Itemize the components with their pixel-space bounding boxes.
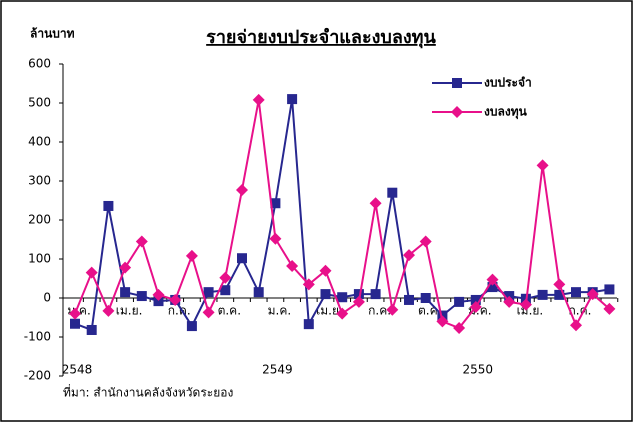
marker [469, 300, 482, 313]
marker [120, 287, 131, 298]
legend-label: งบลงทุน [484, 105, 528, 120]
marker [519, 298, 532, 311]
y-tick-label: 400 [28, 135, 51, 149]
marker [404, 294, 414, 305]
year-label: 2550 [463, 363, 494, 377]
x-tick-label: เม.ย. [116, 304, 143, 318]
marker [269, 232, 282, 245]
marker [336, 307, 349, 320]
marker [453, 322, 466, 335]
marker [69, 307, 81, 320]
legend-label: งบประจำ [484, 76, 532, 90]
y-tick-label: -100 [24, 330, 51, 344]
marker [419, 235, 432, 248]
marker [85, 266, 98, 279]
marker [153, 296, 164, 307]
marker [220, 285, 231, 296]
marker [503, 295, 516, 308]
year-label: 2549 [262, 363, 293, 377]
marker [603, 302, 616, 315]
y-axis-label: ล้านบาท [30, 27, 75, 41]
marker [486, 273, 499, 286]
marker [136, 291, 147, 302]
y-tick-label: 300 [28, 174, 51, 188]
marker [319, 264, 332, 277]
marker [253, 287, 264, 298]
marker [403, 249, 415, 262]
marker [169, 293, 182, 306]
marker [203, 287, 214, 298]
marker [369, 197, 382, 210]
marker [554, 289, 565, 300]
marker [386, 303, 399, 316]
marker [102, 304, 115, 317]
marker [570, 319, 582, 332]
x-tick-label: ม.ค. [268, 304, 292, 318]
x-tick-label: ต.ค. [218, 304, 241, 318]
marker [420, 293, 431, 303]
x-tick-label: เม.ย. [316, 304, 343, 318]
marker [553, 278, 566, 291]
marker [103, 200, 114, 211]
marker [119, 261, 132, 274]
marker [387, 187, 398, 198]
marker [586, 288, 599, 301]
year-label: 2548 [62, 363, 93, 377]
marker [219, 271, 232, 284]
marker [186, 321, 197, 332]
marker [152, 288, 165, 301]
marker [135, 235, 148, 248]
marker [320, 289, 331, 300]
source: ที่มา: สำนักงานคลังจังหวัดระยอง [63, 384, 233, 400]
marker [370, 289, 381, 300]
y-tick-label: 600 [28, 57, 51, 71]
marker [337, 292, 348, 303]
marker [185, 249, 198, 262]
x-tick-label: ก.ค. [368, 304, 391, 318]
marker [252, 93, 265, 106]
marker [86, 324, 97, 335]
marker [202, 306, 215, 319]
marker [302, 278, 315, 291]
marker [353, 289, 364, 300]
marker [487, 282, 498, 293]
marker [537, 289, 548, 300]
marker [436, 315, 449, 328]
marker [571, 287, 581, 298]
marker [236, 183, 248, 196]
marker [270, 198, 281, 209]
marker [352, 295, 365, 308]
marker [604, 284, 615, 295]
marker [287, 94, 298, 105]
chart-title: รายจ่ายงบประจำและงบลงทุน [206, 27, 436, 49]
y-tick-label: -200 [24, 369, 51, 383]
marker [237, 253, 247, 264]
marker [286, 260, 299, 273]
marker [451, 106, 463, 118]
y-tick-label: 200 [28, 213, 51, 227]
marker [303, 319, 314, 330]
marker [536, 159, 549, 172]
y-tick-label: 500 [28, 96, 51, 110]
marker [454, 296, 465, 307]
marker [70, 318, 80, 329]
y-tick-label: 0 [43, 291, 51, 305]
y-tick-label: 100 [28, 252, 51, 266]
marker [452, 78, 462, 88]
marker [470, 294, 481, 305]
